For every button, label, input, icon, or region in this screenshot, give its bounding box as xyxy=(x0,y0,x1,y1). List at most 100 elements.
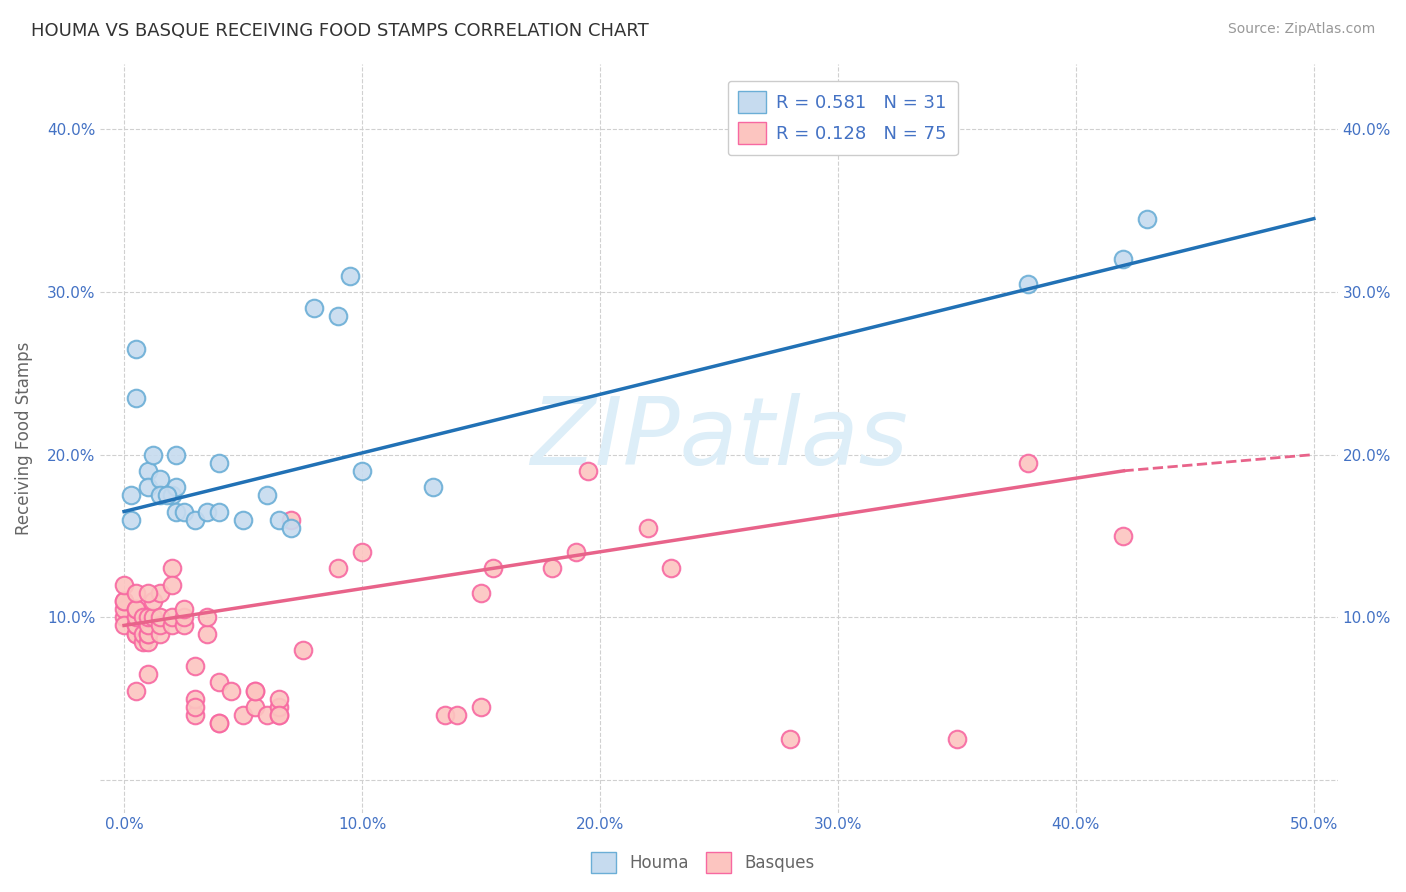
Point xyxy=(256,488,278,502)
Point xyxy=(637,521,659,535)
Point xyxy=(149,586,172,600)
Point xyxy=(219,683,242,698)
Point xyxy=(160,578,183,592)
Point xyxy=(195,610,218,624)
Point xyxy=(165,504,187,518)
Point xyxy=(267,691,290,706)
Point xyxy=(565,545,588,559)
Point xyxy=(112,602,135,616)
Point xyxy=(149,472,172,486)
Point xyxy=(267,707,290,722)
Point xyxy=(243,699,266,714)
Point xyxy=(195,504,218,518)
Point xyxy=(136,610,159,624)
Point xyxy=(136,667,159,681)
Point xyxy=(291,643,314,657)
Point xyxy=(173,618,195,632)
Point xyxy=(267,699,290,714)
Text: HOUMA VS BASQUE RECEIVING FOOD STAMPS CORRELATION CHART: HOUMA VS BASQUE RECEIVING FOOD STAMPS CO… xyxy=(31,22,648,40)
Point xyxy=(422,480,444,494)
Point xyxy=(149,626,172,640)
Point xyxy=(184,707,207,722)
Point xyxy=(1136,211,1159,226)
Point xyxy=(112,610,135,624)
Point xyxy=(160,610,183,624)
Point xyxy=(173,504,195,518)
Point xyxy=(125,618,148,632)
Point xyxy=(132,626,155,640)
Point xyxy=(173,610,195,624)
Point xyxy=(659,561,682,575)
Point xyxy=(195,626,218,640)
Point xyxy=(112,578,135,592)
Point xyxy=(142,610,165,624)
Point xyxy=(112,594,135,608)
Point xyxy=(149,488,172,502)
Point xyxy=(946,732,969,747)
Point xyxy=(136,618,159,632)
Point xyxy=(1017,456,1039,470)
Text: Source: ZipAtlas.com: Source: ZipAtlas.com xyxy=(1227,22,1375,37)
Point xyxy=(136,626,159,640)
Point xyxy=(541,561,564,575)
Point xyxy=(184,513,207,527)
Point xyxy=(243,683,266,698)
Text: ZIPatlas: ZIPatlas xyxy=(530,392,908,483)
Point xyxy=(125,626,148,640)
Point xyxy=(470,699,492,714)
Point xyxy=(125,683,148,698)
Point xyxy=(136,480,159,494)
Point xyxy=(125,391,148,405)
Point xyxy=(132,610,155,624)
Point xyxy=(256,707,278,722)
Point xyxy=(304,301,326,315)
Point xyxy=(125,342,148,356)
Point xyxy=(160,618,183,632)
Point xyxy=(125,618,148,632)
Point xyxy=(120,513,142,527)
Point xyxy=(208,456,231,470)
Point xyxy=(280,521,302,535)
Point xyxy=(120,488,142,502)
Point xyxy=(184,699,207,714)
Point xyxy=(125,586,148,600)
Point xyxy=(208,716,231,731)
Legend: Houma, Basques: Houma, Basques xyxy=(585,846,821,880)
Point xyxy=(125,610,148,624)
Point xyxy=(149,618,172,632)
Point xyxy=(1112,529,1135,543)
Point xyxy=(434,707,457,722)
Point xyxy=(142,594,165,608)
Point xyxy=(132,634,155,648)
Point xyxy=(160,488,183,502)
Point xyxy=(243,683,266,698)
Point xyxy=(350,545,373,559)
Point xyxy=(208,716,231,731)
Point xyxy=(1017,277,1039,291)
Point xyxy=(482,561,505,575)
Point xyxy=(328,310,350,324)
Point xyxy=(125,602,148,616)
Point xyxy=(112,618,135,632)
Point xyxy=(173,602,195,616)
Point xyxy=(136,464,159,478)
Y-axis label: Receiving Food Stamps: Receiving Food Stamps xyxy=(15,342,32,535)
Point xyxy=(328,561,350,575)
Point xyxy=(184,659,207,673)
Point xyxy=(165,448,187,462)
Point xyxy=(446,707,468,722)
Point xyxy=(156,488,179,502)
Point xyxy=(232,513,254,527)
Point xyxy=(184,691,207,706)
Point xyxy=(232,707,254,722)
Point xyxy=(165,480,187,494)
Point xyxy=(149,610,172,624)
Point xyxy=(136,626,159,640)
Point xyxy=(350,464,373,478)
Point xyxy=(160,561,183,575)
Point xyxy=(208,675,231,690)
Point xyxy=(112,594,135,608)
Point xyxy=(125,602,148,616)
Point xyxy=(267,707,290,722)
Point xyxy=(470,586,492,600)
